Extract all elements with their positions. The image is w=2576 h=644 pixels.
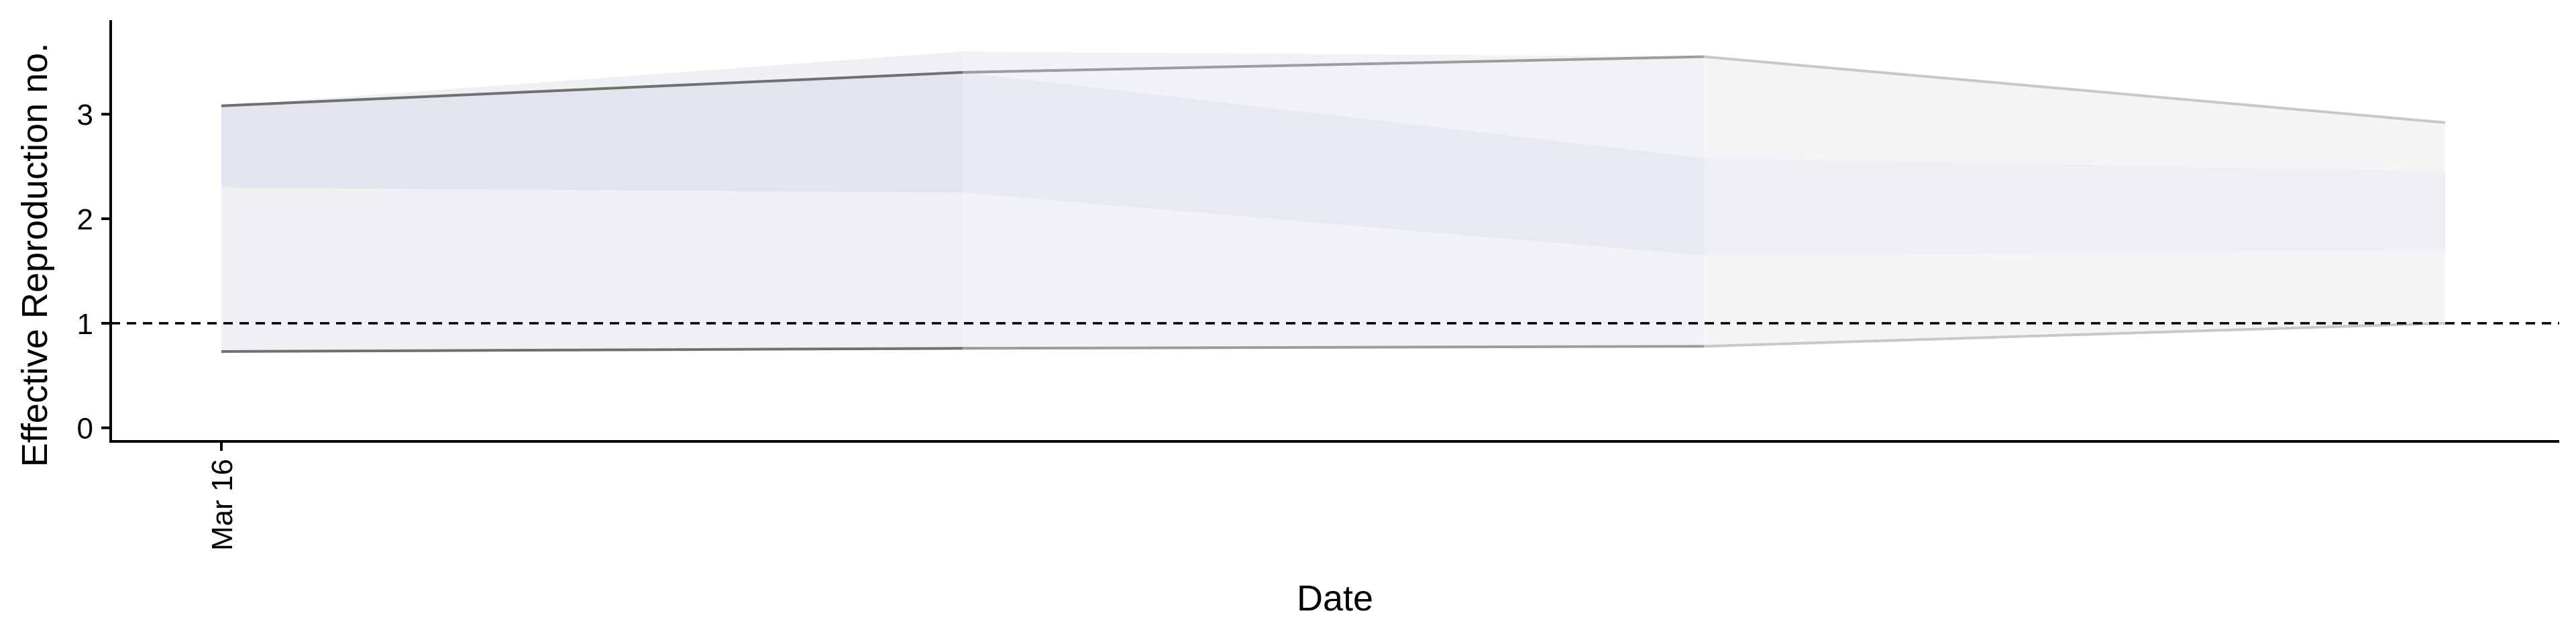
y-tick-label-0: 0 (77, 413, 93, 445)
upper-bound-line-segment-2 (962, 55, 1705, 74)
band-inner-segment-2 (963, 72, 1704, 256)
x-axis-title: Date (1297, 578, 1373, 619)
y-tick-label-2: 2 (77, 203, 93, 236)
upper-bound-line-segment-3 (1703, 55, 2446, 124)
y-axis-title: Effective Reproduction no. (15, 43, 55, 467)
upper-bound-line-segment-1 (221, 70, 963, 107)
x-tick-label-1: Mar 16 (206, 459, 239, 551)
lower-bound-line-segment-3 (1703, 321, 2446, 348)
band-inner-segment-1 (221, 72, 963, 193)
y-tick-label-3: 3 (77, 99, 93, 131)
lower-bound-line-segment-1 (221, 347, 963, 353)
lower-bound-line-segment-2 (962, 345, 1705, 350)
band-inner-segment-3 (1704, 158, 2445, 256)
y-tick-label-1: 1 (77, 308, 93, 341)
